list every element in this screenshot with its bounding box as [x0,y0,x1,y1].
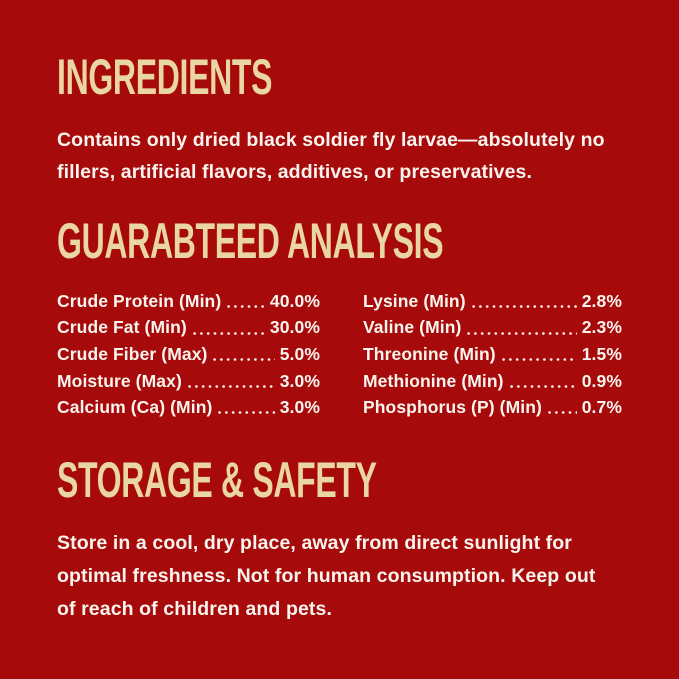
storage-body-text: Store in a cool, dry place, away from di… [57,531,596,620]
nutrient-label: Threonine (Min) [363,343,496,364]
analysis-row: Calcium (Ca) (Min) 3.0% [57,394,320,421]
nutrient-value: 5.0% [279,343,320,364]
dot-leader [467,315,578,342]
dot-leader [213,341,276,368]
nutrient-label: Methionine (Min) [363,370,504,391]
analysis-right-column: Lysine (Min) 2.8% Valine (Min) 2.3% Thre… [363,288,622,421]
nutrient-value: 3.0% [279,397,320,418]
analysis-row: Crude Fiber (Max) 5.0% [57,341,320,368]
dot-leader [218,394,276,421]
analysis-left-column: Crude Protein (Min) 40.0% Crude Fat (Min… [57,288,320,421]
nutrient-value: 0.9% [581,370,622,391]
nutrient-value: 2.3% [581,317,622,338]
dot-leader [509,368,579,395]
nutrient-label: Valine (Min) [363,317,462,338]
nutrient-value: 40.0% [269,290,320,311]
dot-leader [187,368,277,395]
dot-leader [547,394,579,421]
nutrient-label: Crude Protein (Min) [57,290,222,311]
nutrient-value: 1.5% [581,343,622,364]
nutrient-label: Crude Fat (Min) [57,317,187,338]
analysis-row: Phosphorus (P) (Min) 0.7% [363,394,622,421]
analysis-row: Threonine (Min) 1.5% [363,341,622,368]
nutrient-value: 0.7% [581,397,622,418]
analysis-row: Lysine (Min) 2.8% [363,288,622,315]
analysis-row: Methionine (Min) 0.9% [363,368,622,395]
nutrient-label: Lysine (Min) [363,290,466,311]
nutrient-label: Phosphorus (P) (Min) [363,397,542,418]
nutrient-value: 2.8% [581,290,622,311]
storage-heading: STORAGE & SAFETY [57,451,377,508]
analysis-row: Valine (Min) 2.3% [363,315,622,342]
dot-leader [192,315,267,342]
section-ingredients: INGREDIENTS Contains only dried black so… [57,52,622,188]
analysis-row: Crude Fat (Min) 30.0% [57,315,320,342]
analysis-table: Crude Protein (Min) 40.0% Crude Fat (Min… [57,288,622,421]
dot-leader [227,288,267,315]
nutrient-value: 3.0% [279,370,320,391]
nutrient-label: Moisture (Max) [57,370,182,391]
section-guaranteed-analysis: GUARABTEED ANALYSIS Crude Protein (Min) … [57,216,622,421]
nutrient-label: Calcium (Ca) (Min) [57,397,213,418]
ingredients-heading: INGREDIENTS [57,49,273,105]
analysis-row: Moisture (Max) 3.0% [57,368,320,395]
nutrient-value: 30.0% [269,317,320,338]
nutrient-label: Crude Fiber (Max) [57,343,208,364]
dot-leader [501,341,579,368]
analysis-row: Crude Protein (Min) 40.0% [57,288,320,315]
section-storage-safety: STORAGE & SAFETY Store in a cool, dry pl… [57,455,622,626]
analysis-heading: GUARABTEED ANALYSIS [57,213,444,269]
dot-leader [471,288,579,315]
ingredients-body-text: Contains only dried black soldier fly la… [57,129,605,183]
